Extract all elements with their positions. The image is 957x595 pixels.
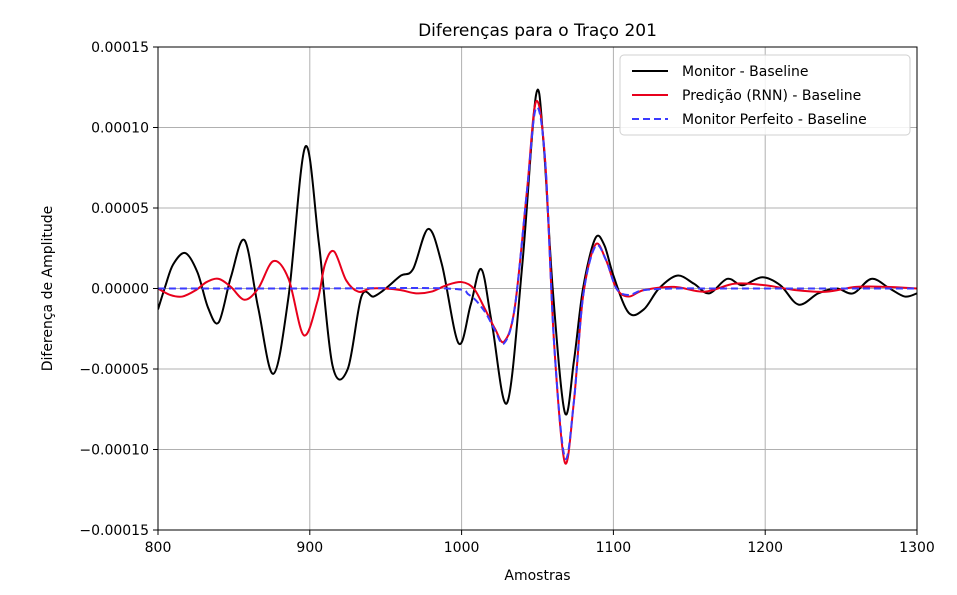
y-tick-label: −0.00005 [79, 362, 149, 378]
series-line-2 [158, 99, 917, 465]
x-tick-label: 800 [145, 540, 172, 556]
x-tick-label: 1000 [444, 540, 480, 556]
legend-label: Monitor - Baseline [682, 64, 809, 80]
y-tick-label: 0.00010 [91, 121, 149, 137]
y-tick-label: −0.00015 [79, 523, 149, 539]
chart-title: Diferenças para o Traço 201 [418, 21, 657, 41]
y-axis-label: Diferença de Amplitude [40, 206, 56, 372]
plot-area [158, 88, 917, 465]
legend-box [619, 54, 911, 136]
series-line-1 [158, 88, 917, 416]
legend-label: Predição (RNN) - Baseline [682, 88, 861, 104]
legend-label: Monitor Perfeito - Baseline [682, 112, 867, 128]
legend: Monitor - Baseline Predição (RNN) - Basel… [619, 54, 911, 136]
x-axis-label: Amostras [504, 568, 570, 584]
x-tick-label: 900 [296, 540, 323, 556]
y-tick-label: −0.00010 [79, 443, 149, 459]
series-line-3 [158, 106, 917, 460]
x-tick-label: 1200 [747, 540, 783, 556]
axis-ticks: 800 900 1000 1100 1200 1300 −0.00015 −0.00010 −0… [79, 40, 934, 556]
x-tick-label: 1300 [899, 540, 935, 556]
x-tick-label: 1100 [596, 540, 632, 556]
y-tick-label: 0.00000 [91, 282, 149, 298]
y-tick-label: 0.00005 [91, 201, 149, 217]
y-tick-label: 0.00015 [91, 40, 149, 56]
